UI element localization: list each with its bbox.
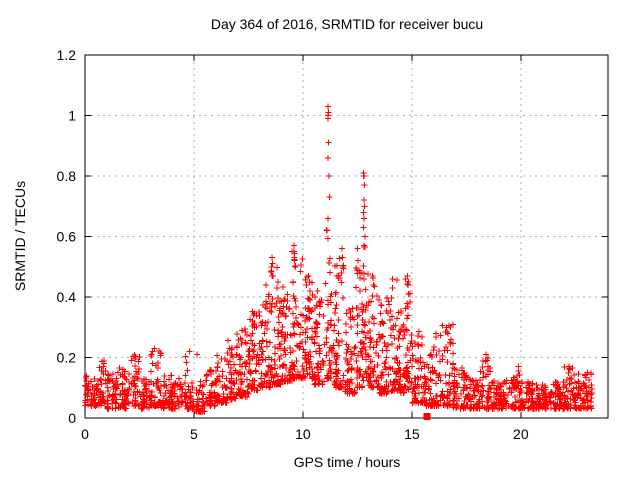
y-tick-label: 0.6	[57, 229, 77, 245]
filled-square-marker	[423, 412, 431, 420]
x-tick-label: 15	[404, 426, 420, 442]
chart-title: Day 364 of 2016, SRMTID for receiver buc…	[211, 16, 483, 32]
tick-labels: 0 5 10 15 20 0 0.2 0.4 0.6 0.8 1 1.2	[57, 47, 529, 442]
x-tick-label: 0	[81, 426, 89, 442]
x-tick-label: 10	[295, 426, 311, 442]
y-axis-label: SRMTID / TECUs	[12, 181, 28, 291]
grid-lines	[85, 55, 608, 418]
y-tick-label: 0	[68, 410, 76, 426]
plot-frame	[84, 54, 609, 419]
y-tick-label: 1.2	[57, 47, 77, 63]
y-tick-label: 0.4	[57, 289, 77, 305]
y-tick-label: 0.2	[57, 350, 77, 366]
y-tick-label: 0.8	[57, 168, 77, 184]
x-tick-label: 5	[190, 426, 198, 442]
scatter-points	[82, 103, 596, 420]
x-tick-label: 20	[513, 426, 529, 442]
x-axis-label: GPS time / hours	[294, 454, 401, 470]
y-tick-label: 1	[68, 108, 76, 124]
